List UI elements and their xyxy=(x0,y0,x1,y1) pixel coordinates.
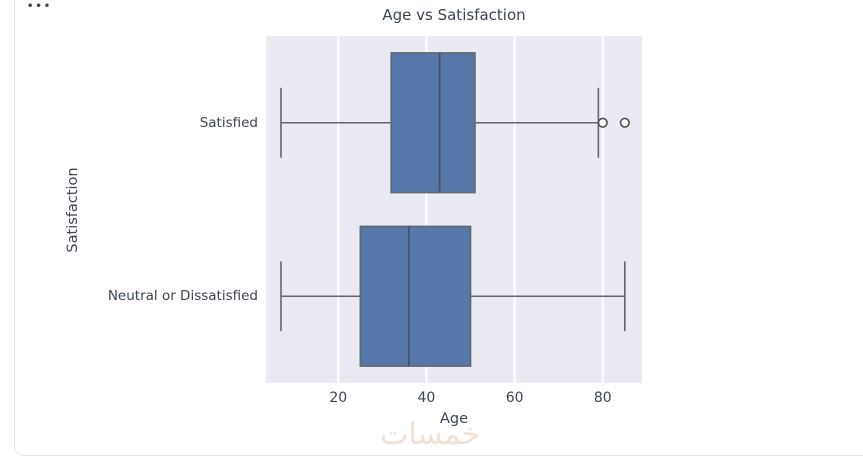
x-tick-label-20: 20 xyxy=(329,390,348,406)
outlier-satisfied-85 xyxy=(619,117,630,128)
outlier-satisfied-80 xyxy=(597,117,608,128)
y-axis-label: Satisfaction xyxy=(65,167,81,253)
x-tick-label-60: 60 xyxy=(505,390,524,406)
x-axis-label: Age xyxy=(439,411,469,427)
plot-area xyxy=(266,36,642,383)
y-tick-label-satisfied: Satisfied xyxy=(199,114,258,131)
box-satisfied xyxy=(390,52,476,194)
box-neutral-or-dissatisfied xyxy=(359,225,472,367)
chart-title: Age vs Satisfaction xyxy=(382,6,526,24)
x-tick-label-80: 80 xyxy=(593,390,612,406)
y-tick-label-neutral-or-dissatisfied: Neutral or Dissatisfied xyxy=(107,288,258,305)
boxplot-svg xyxy=(280,36,630,383)
x-tick-label-40: 40 xyxy=(417,390,436,406)
more-options-button[interactable]: ••• xyxy=(27,1,53,12)
